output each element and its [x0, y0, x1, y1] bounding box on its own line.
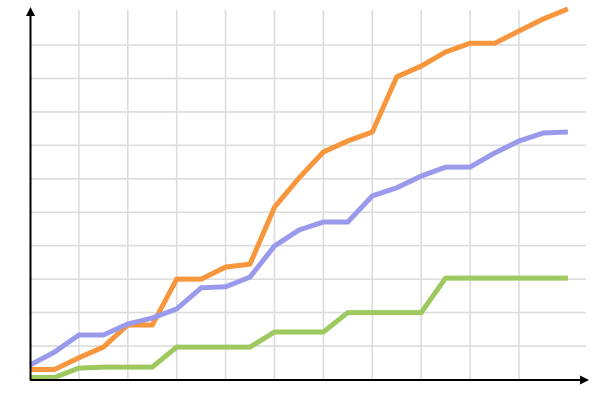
x-axis-arrow-icon [580, 375, 589, 385]
orange-series-line [30, 6, 569, 372]
purple-series-line [28, 129, 569, 368]
green-series-line [30, 275, 568, 380]
y-axis-arrow-icon [26, 7, 35, 16]
